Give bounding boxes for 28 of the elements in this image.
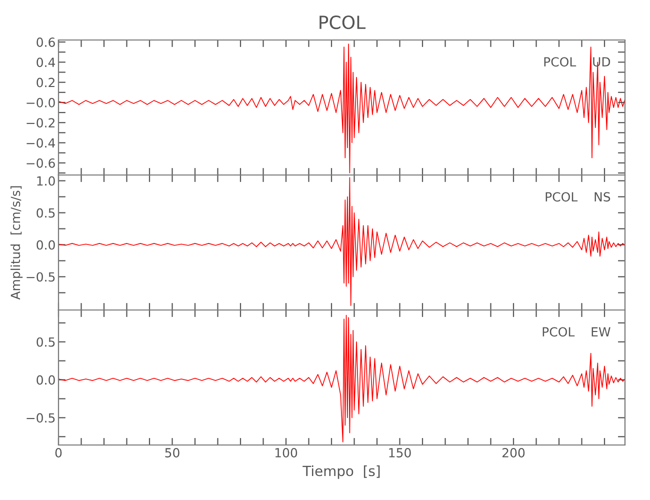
- chart-title: PCOL: [320, 15, 366, 30]
- y-tick-label: −0.5: [26, 272, 55, 282]
- y-tick-label: −0.0: [26, 98, 55, 108]
- y-tick-label: 0.4: [36, 58, 56, 68]
- y-tick-label: −0.4: [26, 138, 56, 148]
- y-tick-label: 0.5: [36, 208, 55, 218]
- y-tick-label: −0.2: [26, 118, 54, 128]
- x-tick-label: 200: [502, 448, 525, 458]
- line-series: [58, 44, 625, 174]
- annotation: PCOL EW: [542, 327, 610, 337]
- y-axis-title: Amplitud [cm/s/s]: [10, 186, 23, 300]
- y-tick-label: 0.0: [36, 240, 55, 250]
- y-tick-label: 0.0: [36, 375, 55, 385]
- x-tick-label: 100: [275, 448, 298, 458]
- y-tick-label: 1.0: [37, 176, 55, 186]
- line-series: [58, 314, 625, 442]
- x-tick-label: 150: [389, 448, 411, 458]
- annotation: PCOL NS: [546, 192, 610, 202]
- y-tick-label: 0.2: [36, 78, 54, 88]
- line-series: [58, 177, 625, 306]
- y-tick-label: −0.6: [26, 158, 55, 168]
- y-tick-label: 0.6: [36, 37, 55, 47]
- y-tick-label: 0.5: [36, 337, 55, 347]
- y-tick-label: −0.5: [26, 413, 55, 423]
- x-tick-label: 50: [165, 448, 180, 458]
- x-tick-label: 0: [55, 448, 62, 458]
- x-axis-title: Tiempo [s]: [302, 465, 380, 479]
- annotation: PCOL UD: [544, 57, 610, 67]
